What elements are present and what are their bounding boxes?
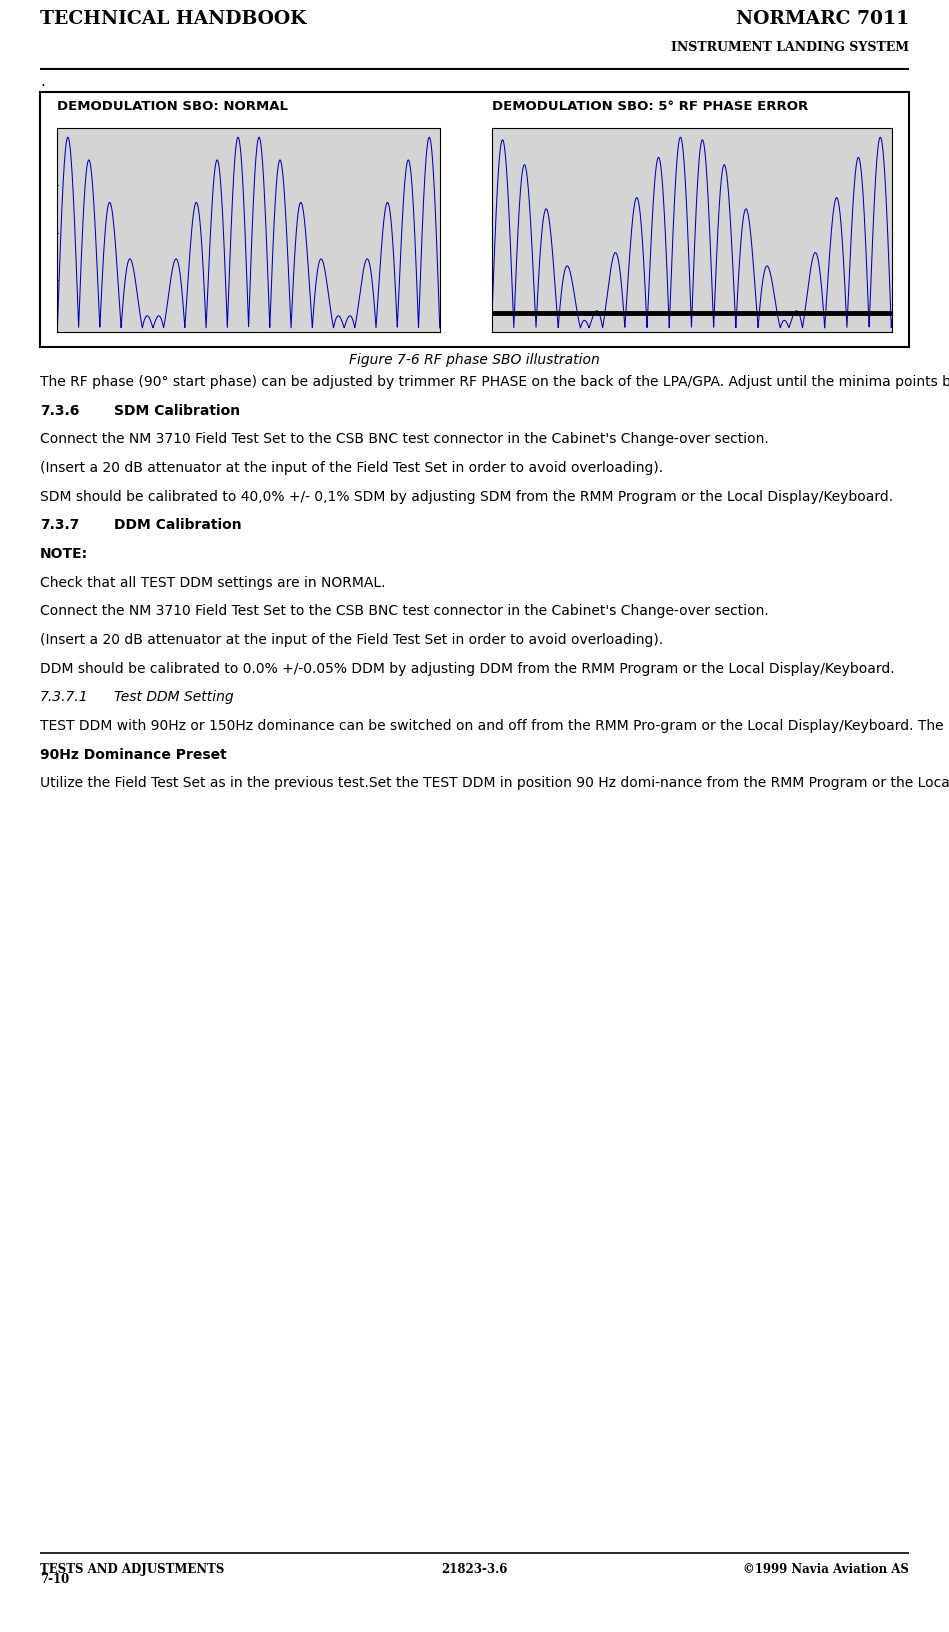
Text: .: . [40,73,45,88]
Text: DDM Calibration: DDM Calibration [114,519,241,532]
Text: NORMARC 7011: NORMARC 7011 [735,10,909,28]
Text: Connect the NM 3710 Field Test Set to the CSB BNC test connector in the Cabinet': Connect the NM 3710 Field Test Set to th… [40,604,769,619]
Text: Figure 7-6 RF phase SBO illustration: Figure 7-6 RF phase SBO illustration [349,353,600,367]
Text: 90Hz Dominance Preset: 90Hz Dominance Preset [40,747,227,762]
Text: (Insert a 20 dB attenuator at the input of the Field Test Set in order to avoid : (Insert a 20 dB attenuator at the input … [40,633,663,646]
Text: Test DDM Setting: Test DDM Setting [114,690,233,705]
Text: TECHNICAL HANDBOOK: TECHNICAL HANDBOOK [40,10,307,28]
Text: TEST DDM with 90Hz or 150Hz dominance can be switched on and off from the RMM Pr: TEST DDM with 90Hz or 150Hz dominance ca… [40,720,949,733]
Text: Check that all TEST DDM settings are in NORMAL.: Check that all TEST DDM settings are in … [40,576,385,589]
Text: 7-10: 7-10 [40,1573,69,1586]
Text: The RF phase (90° start phase) can be adjusted by trimmer RF PHASE on the back o: The RF phase (90° start phase) can be ad… [40,375,949,388]
Text: SDM should be calibrated to 40,0% +/- 0,1% SDM by adjusting SDM from the RMM Pro: SDM should be calibrated to 40,0% +/- 0,… [40,490,893,504]
Text: ©1999 Navia Aviation AS: ©1999 Navia Aviation AS [743,1563,909,1575]
Text: Utilize the Field Test Set as in the previous test.Set the TEST DDM in position : Utilize the Field Test Set as in the pre… [40,777,949,790]
Text: DEMODULATION SBO: NORMAL: DEMODULATION SBO: NORMAL [57,100,288,113]
Text: DEMODULATION SBO: 5° RF PHASE ERROR: DEMODULATION SBO: 5° RF PHASE ERROR [492,100,809,113]
Text: SDM Calibration: SDM Calibration [114,403,240,418]
Text: DDM should be calibrated to 0.0% +/-0.05% DDM by adjusting DDM from the RMM Prog: DDM should be calibrated to 0.0% +/-0.05… [40,661,895,676]
Text: 7.3.7: 7.3.7 [40,519,80,532]
Text: (Insert a 20 dB attenuator at the input of the Field Test Set in order to avoid : (Insert a 20 dB attenuator at the input … [40,460,663,475]
Text: 21823-3.6: 21823-3.6 [441,1563,508,1575]
Text: Connect the NM 3710 Field Test Set to the CSB BNC test connector in the Cabinet': Connect the NM 3710 Field Test Set to th… [40,432,769,446]
Text: INSTRUMENT LANDING SYSTEM: INSTRUMENT LANDING SYSTEM [671,41,909,54]
Text: 7.3.7.1: 7.3.7.1 [40,690,88,705]
Text: 7.3.6: 7.3.6 [40,403,80,418]
Text: NOTE:: NOTE: [40,547,88,561]
Text: TESTS AND ADJUSTMENTS: TESTS AND ADJUSTMENTS [40,1563,224,1575]
